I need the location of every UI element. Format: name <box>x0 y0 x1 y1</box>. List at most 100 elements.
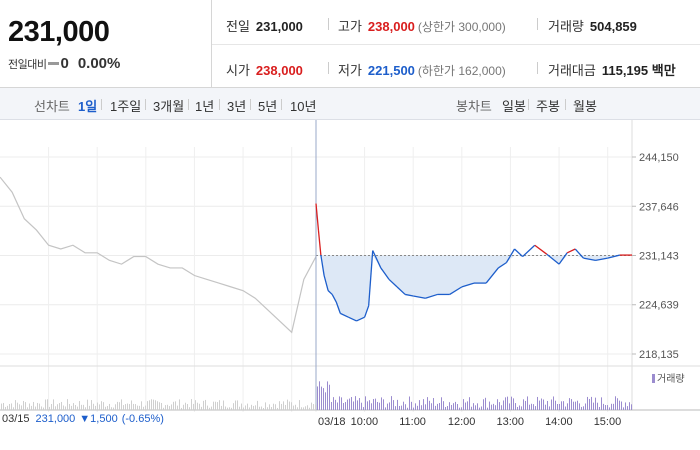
tab-1-week[interactable]: 1주일 <box>110 99 142 114</box>
x-tick-label: 03/18 <box>318 416 346 428</box>
volume-bar <box>93 403 94 410</box>
volume-bar <box>89 405 90 410</box>
volume-bar <box>559 403 560 410</box>
volume-bar <box>337 402 338 410</box>
tab-daily-candle[interactable]: 일봉 <box>502 99 526 114</box>
stat-open: 시가 238,000 <box>226 60 303 79</box>
volume-bar <box>405 404 406 410</box>
stat-open-value: 238,000 <box>255 63 303 78</box>
volume-bar <box>125 404 126 410</box>
divider <box>188 99 189 110</box>
volume-bar <box>603 403 604 410</box>
volume-bar <box>563 401 564 410</box>
volume-bar <box>625 402 626 410</box>
volume-bar <box>485 397 486 410</box>
volume-bar <box>259 406 260 410</box>
tab-weekly-candle[interactable]: 주봉 <box>536 99 560 114</box>
x-tick-label: 10:00 <box>351 416 379 428</box>
volume-bar <box>455 401 456 410</box>
volume-bar <box>199 403 200 410</box>
tab-10-years[interactable]: 10년 <box>290 99 317 114</box>
tab-monthly-candle[interactable]: 월봉 <box>573 99 597 114</box>
price-segment-down <box>380 267 390 280</box>
volume-bar <box>75 405 76 410</box>
price-segment-down <box>595 257 608 262</box>
volume-bar <box>193 403 194 410</box>
volume-bar <box>3 402 4 410</box>
x-tick-label: 11:00 <box>399 416 426 428</box>
volume-bar <box>617 398 618 410</box>
volume-bar <box>163 407 164 410</box>
volume-bar <box>123 405 124 410</box>
x-tick-label: 12:00 <box>448 416 476 428</box>
divider <box>565 99 566 110</box>
volume-bar <box>433 398 434 410</box>
volume-bar <box>631 404 632 410</box>
tab-1-year[interactable]: 1년 <box>195 99 215 114</box>
volume-bar <box>371 403 372 410</box>
volume-bar <box>423 399 424 410</box>
volume-bar <box>289 401 290 410</box>
volume-bar <box>365 396 366 410</box>
volume-bar <box>353 401 354 410</box>
volume-bar <box>471 406 472 410</box>
volume-bar <box>309 407 310 410</box>
volume-bar <box>65 406 66 410</box>
volume-bar <box>589 398 590 410</box>
volume-bar <box>147 401 148 410</box>
volume-bar <box>267 407 268 410</box>
tab-5-years[interactable]: 5년 <box>258 99 278 114</box>
price-segment-down <box>461 282 475 288</box>
volume-bar <box>263 407 264 410</box>
volume-bar <box>97 402 98 410</box>
y-tick-label: 237,646 <box>639 201 679 213</box>
price-segment-down <box>485 267 499 284</box>
volume-bar <box>61 401 62 410</box>
divider <box>537 62 538 74</box>
volume-bar <box>379 402 380 410</box>
volume-bar <box>31 405 32 410</box>
volume-bar <box>473 403 474 410</box>
volume-bar <box>215 401 216 410</box>
volume-bar <box>445 406 446 410</box>
volume-bars <box>1 381 632 410</box>
volume-bar <box>355 396 356 410</box>
volume-bar <box>579 403 580 410</box>
volume-bar <box>191 399 192 410</box>
volume-bar <box>385 407 386 410</box>
price-segment-down <box>320 254 325 276</box>
volume-bar <box>149 400 150 410</box>
tab-1-day[interactable]: 1일 <box>78 99 98 114</box>
stat-amount-label: 거래대금 <box>548 63 596 78</box>
volume-bar <box>581 406 582 410</box>
stat-prev-close-label: 전일 <box>226 19 250 34</box>
price-segment-down <box>546 253 560 265</box>
volume-bar <box>515 403 516 410</box>
volume-bar <box>25 402 26 410</box>
below-baseline-area <box>316 255 632 321</box>
volume-bar <box>413 407 414 410</box>
volume-bar <box>437 403 438 410</box>
volume-bar <box>297 407 298 410</box>
volume-bar <box>19 404 20 410</box>
volume-bar <box>261 406 262 410</box>
volume-bar <box>73 403 74 410</box>
volume-bar <box>345 402 346 410</box>
volume-bar <box>273 403 274 410</box>
volume-bar <box>607 405 608 410</box>
price-segment-up <box>315 203 320 231</box>
volume-bar <box>7 405 8 410</box>
volume-bar <box>175 401 176 410</box>
volume-bar <box>503 400 504 410</box>
volume-bar <box>67 399 68 410</box>
volume-bar <box>209 407 210 410</box>
volume-bar <box>161 403 162 410</box>
volume-bar <box>33 401 34 410</box>
volume-bar <box>411 401 412 410</box>
volume-bar <box>583 406 584 410</box>
volume-bar <box>271 407 272 410</box>
tab-3-months[interactable]: 3개월 <box>153 99 185 114</box>
tab-3-years[interactable]: 3년 <box>227 99 247 114</box>
volume-bar <box>225 406 226 410</box>
volume-bar <box>293 405 294 410</box>
